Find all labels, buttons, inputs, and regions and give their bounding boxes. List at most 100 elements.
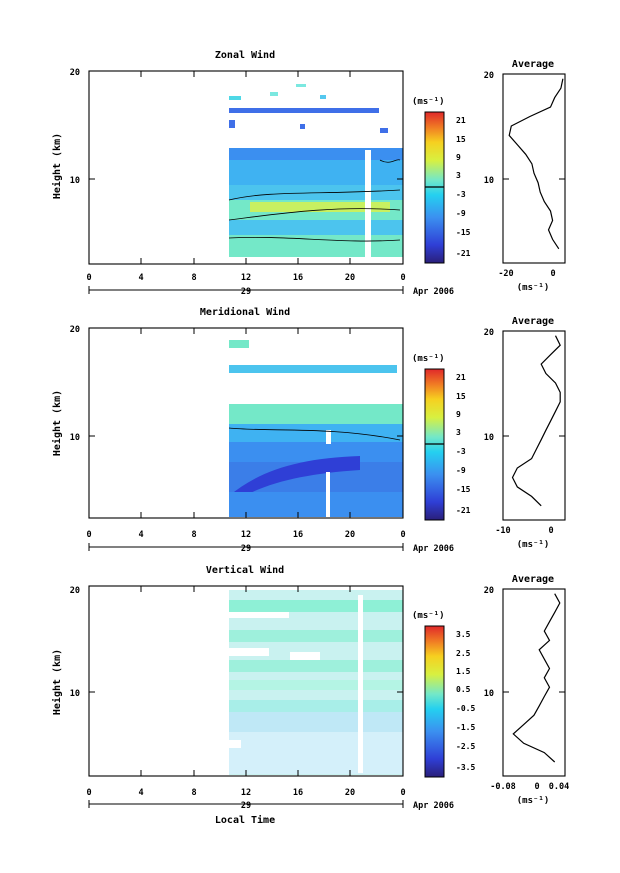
colorbar-tick: -0.5 [456, 704, 475, 713]
x-tick-label: 16 [293, 788, 303, 798]
colorbar-tick: 0.5 [456, 685, 471, 694]
vertical-wind-panel: Vertical Wind Height (km) [51, 564, 569, 826]
profile-x-unit: (ms⁻¹) [517, 796, 550, 806]
date-axis [88, 543, 404, 551]
x-tick-label: 16 [293, 530, 303, 540]
colorbar-unit: (ms⁻¹) [412, 354, 445, 364]
x-axis-label: Local Time [215, 814, 275, 826]
date-axis [88, 286, 404, 294]
x-tick-label: 12 [241, 530, 251, 540]
y-axis-label: Height (km) [51, 390, 63, 456]
colorbar-tick: 9 [456, 410, 461, 419]
y-tick-label: 20 [70, 325, 80, 335]
x-tick-label: 8 [191, 788, 196, 798]
panel-title: Zonal Wind [215, 49, 275, 61]
average-profile: Average 20 10 -10 0 (ms⁻¹) [484, 316, 566, 550]
x-tick-label: 12 [241, 273, 251, 283]
profile-y-tick: 10 [484, 176, 494, 186]
colorbar-tick: -3 [456, 190, 466, 199]
colorbar-tick: 21 [456, 373, 466, 382]
colorbar-tick: 15 [456, 135, 466, 144]
colorbar-tick: -2.5 [456, 742, 475, 751]
x-tick-label: 8 [191, 273, 196, 283]
colorbar-tick: 3 [456, 171, 461, 180]
x-tick-label: 12 [241, 788, 251, 798]
x-tick-label: 0 [400, 273, 405, 283]
y-tick-label: 10 [70, 433, 80, 443]
colorbar-tick: 1.5 [456, 667, 471, 676]
profile-y-tick: 20 [484, 328, 494, 338]
x-tick-label: 4 [138, 530, 143, 540]
x-tick-label: 0 [400, 788, 405, 798]
profile-x-unit: (ms⁻¹) [517, 283, 550, 293]
colorbar-tick: 2.5 [456, 649, 471, 658]
average-profile: Average 20 10 -20 0 (ms⁻¹) [484, 59, 566, 293]
x-tick-label: 20 [345, 273, 355, 283]
colorbar-tick: 3.5 [456, 630, 471, 639]
profile-frame [502, 330, 566, 521]
colorbar-tick: -15 [456, 228, 471, 237]
profile-series-line [511, 335, 561, 507]
profile-title: Average [512, 574, 554, 585]
profile-series-line [508, 78, 564, 250]
profile-y-tick: 10 [484, 689, 494, 699]
colorbar-tick: -15 [456, 485, 471, 494]
profile-y-tick: 10 [484, 433, 494, 443]
profile-y-tick: 20 [484, 71, 494, 81]
colorbar-tick: -9 [456, 466, 466, 475]
y-axis-label: Height (km) [51, 133, 63, 199]
date-axis [88, 800, 404, 808]
axis-ticks [89, 327, 403, 518]
colorbar-tick: -1.5 [456, 723, 475, 732]
y-tick-label: 10 [70, 689, 80, 699]
colorbar-unit: (ms⁻¹) [412, 611, 445, 621]
colorbar-tick: -21 [456, 506, 471, 515]
colorbar-tick: -21 [456, 249, 471, 258]
month-year-label: Apr 2006 [413, 544, 454, 554]
profile-x-tick: 0 [548, 526, 553, 536]
month-year-label: Apr 2006 [413, 287, 454, 297]
profile-frame [502, 588, 566, 777]
day-label: 29 [241, 287, 251, 297]
colorbar-tick: -3 [456, 447, 466, 456]
colorbar-unit: (ms⁻¹) [412, 97, 445, 107]
x-tick-label: 4 [138, 788, 143, 798]
heatmap-field [228, 340, 403, 517]
x-tick-label: 4 [138, 273, 143, 283]
colorbar-tick: 3 [456, 428, 461, 437]
y-tick-label: 20 [70, 586, 80, 596]
y-tick-label: 20 [70, 68, 80, 78]
colorbar-tick: -9 [456, 209, 466, 218]
axis-ticks [89, 70, 403, 264]
profile-title: Average [512, 59, 554, 70]
heatmap-field [229, 590, 403, 775]
day-label: 29 [241, 801, 251, 811]
colorbar [424, 625, 445, 778]
profile-series-line [512, 593, 561, 763]
panel-title: Vertical Wind [206, 564, 284, 576]
profile-x-tick: -10 [495, 526, 510, 536]
x-tick-label: 0 [86, 530, 91, 540]
y-tick-label: 10 [70, 176, 80, 186]
x-tick-label: 8 [191, 530, 196, 540]
profile-x-tick: 0.04 [549, 782, 569, 792]
x-tick-label: 16 [293, 273, 303, 283]
average-profile: Average 20 10 -0.08 0 0.04 (ms⁻¹) [484, 574, 569, 806]
profile-frame [502, 73, 566, 264]
profile-x-tick: 0 [550, 269, 555, 279]
x-tick-label: 0 [86, 273, 91, 283]
meridional-wind-panel: Meridional Wind Height (km) 20 [51, 306, 566, 554]
month-year-label: Apr 2006 [413, 801, 454, 811]
profile-title: Average [512, 316, 554, 327]
colorbar-tick: 9 [456, 153, 461, 162]
panel-title: Meridional Wind [200, 306, 290, 318]
heatmap-field [228, 84, 403, 258]
x-tick-label: 20 [345, 788, 355, 798]
profile-x-tick: 0 [534, 782, 539, 792]
colorbar-tick: 15 [456, 392, 466, 401]
colorbar-tick: -3.5 [456, 763, 475, 772]
profile-x-tick: -20 [498, 269, 513, 279]
profile-y-tick: 20 [484, 586, 494, 596]
x-tick-label: 0 [400, 530, 405, 540]
